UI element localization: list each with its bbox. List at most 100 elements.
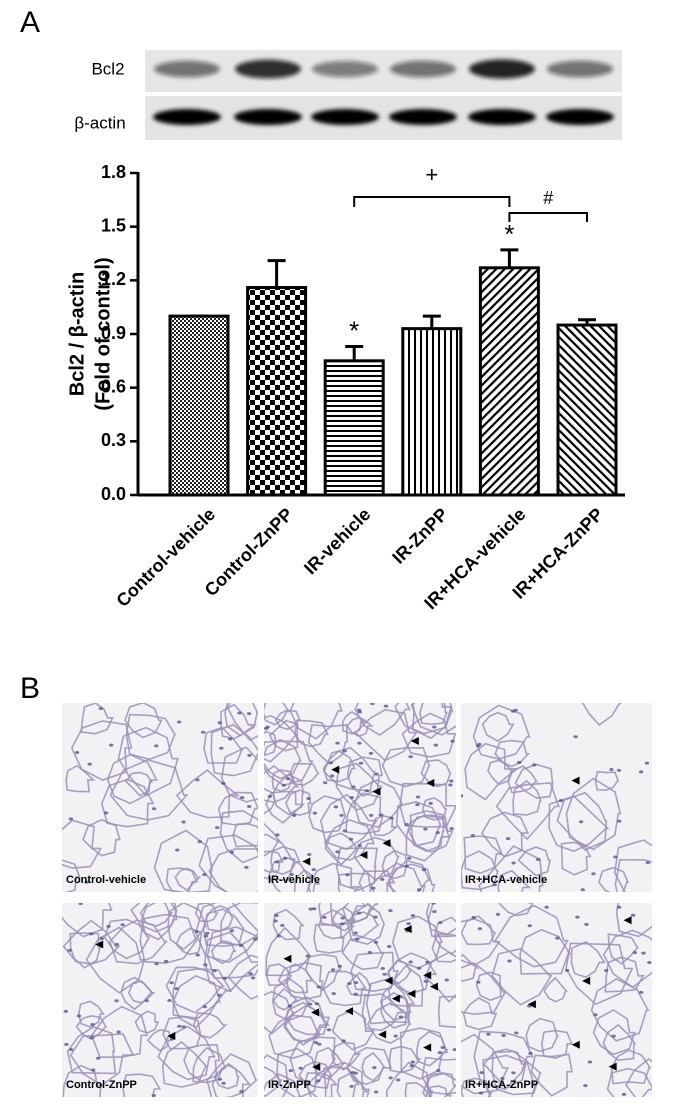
arrowhead (608, 1062, 617, 1071)
nucleus (423, 979, 428, 983)
nucleus (174, 987, 179, 991)
alveolar-wall (592, 1009, 636, 1056)
nucleus (335, 850, 340, 854)
nucleus (326, 1028, 332, 1032)
panel-label: A (20, 6, 40, 39)
alveolar-wall (342, 903, 377, 923)
nucleus (535, 857, 541, 861)
bar (323, 359, 385, 497)
alveolar-wall (604, 956, 645, 993)
nucleus (250, 976, 256, 980)
alveolar-wall (172, 975, 221, 1029)
nucleus (349, 795, 354, 799)
nucleus (103, 811, 109, 815)
nucleus (229, 929, 235, 933)
alveolar-wall (124, 703, 163, 739)
arrowhead (571, 776, 580, 785)
band (153, 109, 221, 125)
micrograph-label: IR+HCA-vehicle (465, 874, 547, 886)
alveolar-wall (161, 1040, 209, 1088)
alveolar-wall (590, 977, 650, 1042)
nucleus (374, 772, 379, 776)
nucleus (357, 844, 362, 848)
nucleus (511, 1071, 516, 1075)
nucleus (387, 944, 392, 948)
nucleus (357, 710, 363, 714)
alveolar-wall (122, 1073, 162, 1097)
nucleus (438, 921, 443, 925)
nucleus (449, 827, 454, 831)
y-tick-label: 0.6 (101, 376, 126, 396)
nucleus (638, 770, 644, 774)
alveolar-wall (462, 997, 498, 1031)
band (389, 109, 457, 125)
alveolar-wall (461, 961, 507, 1016)
arrowhead (382, 839, 391, 848)
nucleus (380, 967, 385, 971)
nucleus (203, 934, 209, 938)
alveolar-wall (365, 977, 416, 1025)
alveolar-wall (379, 982, 409, 1021)
alveolar-wall (192, 1012, 228, 1039)
nucleus (312, 811, 318, 815)
band (547, 60, 613, 78)
nucleus (197, 840, 202, 844)
nucleus (388, 1076, 393, 1080)
alveolar-wall (494, 904, 569, 968)
alveolar-wall (289, 762, 321, 786)
alveolar-wall (514, 763, 554, 799)
nucleus (67, 948, 72, 952)
nucleus (527, 924, 532, 928)
alveolar-wall (354, 703, 411, 737)
nucleus (380, 877, 385, 881)
nucleus (544, 905, 549, 909)
alveolar-wall (298, 1060, 333, 1090)
nucleus (408, 755, 413, 759)
nucleus (416, 966, 422, 970)
nucleus (348, 837, 354, 841)
alveolar-wall (431, 933, 456, 963)
nucleus (564, 968, 570, 972)
alveolar-wall (525, 1017, 560, 1053)
alveolar-wall (220, 703, 257, 740)
alveolar-wall (366, 1002, 412, 1044)
nucleus (644, 761, 650, 765)
alveolar-wall (130, 903, 178, 933)
nucleus (449, 779, 454, 783)
nucleus (409, 1064, 415, 1068)
nucleus (616, 768, 622, 772)
micrograph (461, 903, 652, 1097)
nucleus (407, 856, 412, 860)
alveolar-wall (410, 703, 456, 736)
arrowhead (623, 916, 632, 925)
nucleus (306, 796, 311, 800)
x-tick-label: IR-vehicle (300, 504, 374, 578)
nucleus (205, 931, 210, 935)
alveolar-wall (265, 926, 313, 977)
alveolar-wall (232, 823, 258, 848)
nucleus (340, 916, 345, 920)
nucleus (305, 954, 310, 958)
bar (556, 323, 618, 497)
alveolar-wall (582, 703, 622, 726)
arrowhead (302, 857, 311, 866)
alveolar-wall (313, 1046, 346, 1081)
nucleus (203, 963, 208, 967)
nucleus (98, 707, 104, 711)
nucleus (194, 930, 199, 934)
nucleus (274, 860, 280, 864)
nucleus (99, 937, 105, 941)
nucleus (471, 916, 476, 920)
nucleus (222, 976, 227, 980)
nucleus (248, 971, 253, 975)
alveolar-wall (277, 963, 314, 994)
alveolar-wall (497, 869, 532, 892)
nucleus (219, 746, 224, 750)
nucleus (513, 708, 518, 712)
alveolar-wall (264, 703, 291, 726)
alveolar-wall (313, 923, 345, 954)
alveolar-wall (268, 1014, 321, 1060)
alveolar-wall (606, 1067, 652, 1097)
nucleus (404, 822, 409, 826)
nucleus (217, 721, 222, 725)
